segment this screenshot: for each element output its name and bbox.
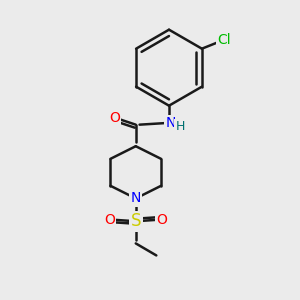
Text: O: O xyxy=(109,111,120,125)
Text: O: O xyxy=(104,213,115,227)
Text: O: O xyxy=(157,213,167,227)
Text: N: N xyxy=(130,191,141,206)
Text: Cl: Cl xyxy=(217,33,231,47)
Text: S: S xyxy=(130,212,141,230)
Text: H: H xyxy=(176,120,185,133)
Text: N: N xyxy=(165,116,176,130)
